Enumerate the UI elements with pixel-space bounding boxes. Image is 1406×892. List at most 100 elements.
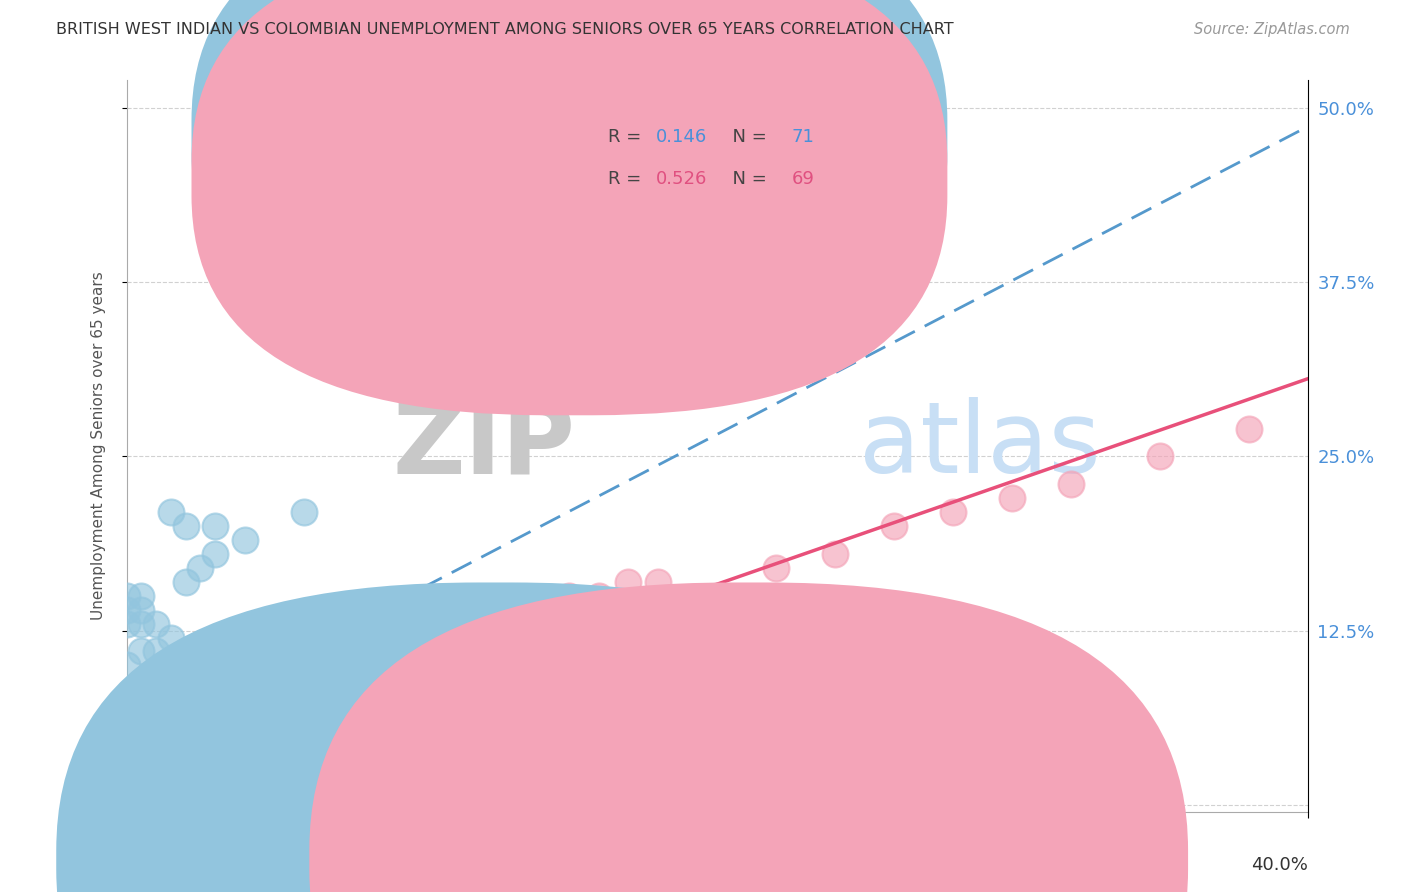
Text: 0.526: 0.526 (655, 170, 707, 188)
Point (145, 700, 167, 714)
Point (322, 700, 344, 714)
Point (337, 700, 360, 714)
Point (367, 686, 389, 700)
Point (470, 658, 492, 673)
Point (233, 533, 256, 547)
Point (174, 686, 197, 700)
Point (233, 756, 256, 770)
Point (558, 631, 581, 645)
Point (292, 505, 315, 519)
Point (204, 728, 226, 742)
Text: R =: R = (609, 170, 647, 188)
Point (160, 784, 183, 798)
Point (219, 763, 242, 777)
Point (529, 603, 551, 617)
Point (204, 519, 226, 533)
Point (115, 589, 138, 603)
Point (942, 505, 965, 519)
Point (160, 797, 183, 812)
Point (647, 603, 669, 617)
Point (588, 589, 610, 603)
Point (129, 616, 153, 631)
FancyBboxPatch shape (522, 99, 889, 209)
Point (129, 797, 153, 812)
Point (188, 742, 212, 756)
Point (174, 784, 197, 798)
Point (204, 770, 226, 784)
Point (129, 589, 153, 603)
Point (499, 616, 522, 631)
Point (647, 574, 669, 589)
Point (145, 790, 167, 805)
Point (174, 784, 197, 798)
Point (115, 777, 138, 791)
Point (174, 519, 197, 533)
Point (174, 728, 197, 742)
Point (263, 742, 285, 756)
Point (145, 784, 167, 798)
Point (115, 770, 138, 784)
Point (204, 658, 226, 673)
Point (249, 742, 271, 756)
Point (263, 728, 285, 742)
Point (145, 770, 167, 784)
Point (115, 616, 138, 631)
Point (188, 770, 212, 784)
Point (308, 714, 330, 728)
Point (115, 790, 138, 805)
Point (470, 631, 492, 645)
Point (160, 770, 183, 784)
Point (145, 742, 167, 756)
Point (174, 797, 197, 812)
Point (676, 603, 699, 617)
Point (411, 658, 433, 673)
Text: 0.146: 0.146 (655, 128, 707, 146)
Point (145, 790, 167, 805)
Point (174, 770, 197, 784)
Point (129, 777, 153, 791)
Point (263, 728, 285, 742)
Point (411, 673, 433, 687)
Point (219, 728, 242, 742)
Point (129, 784, 153, 798)
Point (188, 784, 212, 798)
Point (129, 790, 153, 805)
Point (322, 714, 344, 728)
Point (219, 770, 242, 784)
Point (115, 784, 138, 798)
FancyBboxPatch shape (191, 0, 948, 416)
Text: atlas: atlas (859, 398, 1101, 494)
Point (115, 603, 138, 617)
Point (129, 797, 153, 812)
Point (204, 784, 226, 798)
Point (440, 644, 463, 658)
Point (129, 644, 153, 658)
Point (160, 770, 183, 784)
Point (396, 673, 419, 687)
Point (115, 790, 138, 805)
Point (129, 603, 153, 617)
Text: Colombians: Colombians (780, 851, 877, 869)
Point (1060, 477, 1083, 491)
Point (115, 797, 138, 812)
Point (115, 797, 138, 812)
Point (278, 728, 301, 742)
Point (160, 784, 183, 798)
Point (204, 756, 226, 770)
FancyBboxPatch shape (191, 0, 948, 375)
Point (115, 790, 138, 805)
Point (824, 547, 846, 561)
Point (381, 686, 404, 700)
Text: 0.0%: 0.0% (127, 855, 172, 873)
Point (706, 589, 728, 603)
Point (188, 561, 212, 575)
Point (558, 589, 581, 603)
Text: 71: 71 (792, 128, 814, 146)
Point (499, 644, 522, 658)
Point (174, 574, 197, 589)
Point (160, 505, 183, 519)
Point (529, 631, 551, 645)
Point (204, 742, 226, 756)
Point (440, 658, 463, 673)
Point (381, 673, 404, 687)
